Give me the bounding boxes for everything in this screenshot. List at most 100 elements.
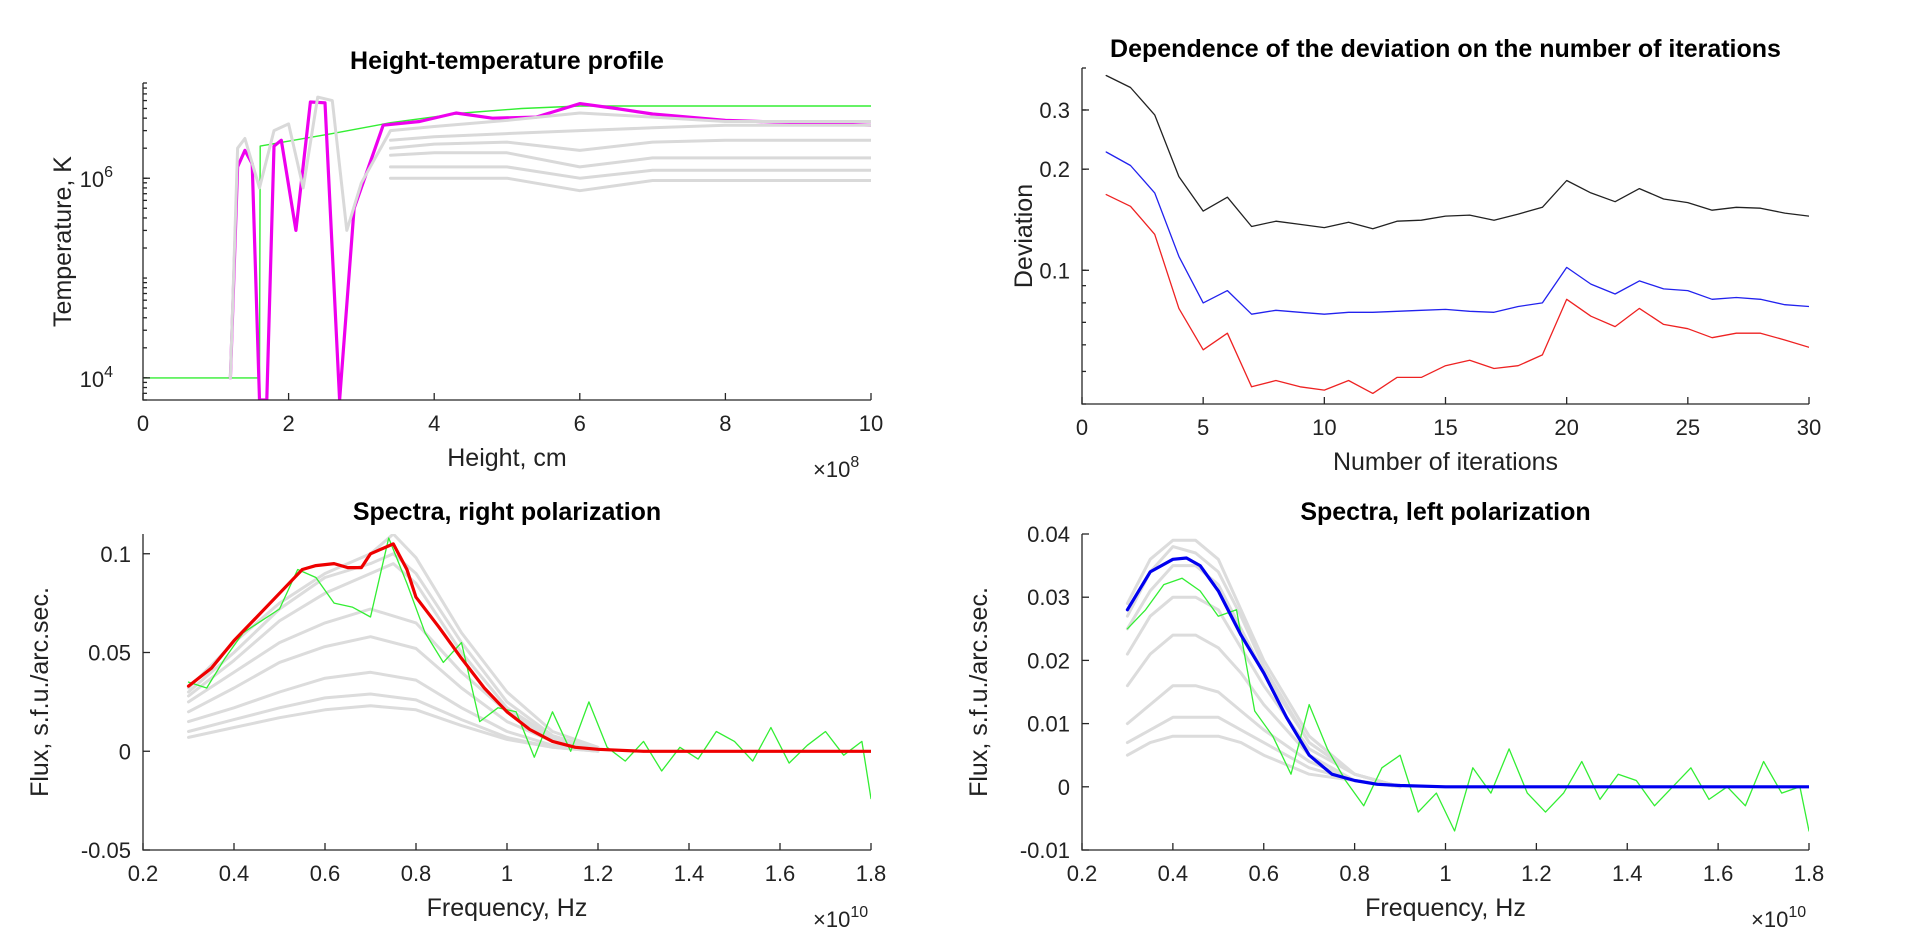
series-line-gray-4 (1125, 633, 1402, 789)
x-tick-label: 5 (1197, 415, 1209, 440)
panel-p2: 0 5 10 15 20 25 30 0.1 0.2 0.3 Dependence of the d… (1010, 35, 1821, 476)
x-axis-multiplier: ×108 (813, 454, 859, 482)
x-tick-label: 10 (1312, 415, 1336, 440)
axes-lines (1081, 534, 1809, 851)
x-axis-label: Height, cm (447, 444, 566, 472)
y-tick-label: -0.05 (81, 838, 131, 863)
panel-p1: 0 2 4 6 8 10 104 106 Height-temperature profile H… (49, 47, 883, 482)
y-tick-label: 0 (119, 739, 131, 764)
x-tick-label: 0.8 (401, 861, 432, 886)
series-line-gray-3 (1125, 595, 1402, 789)
x-tick-label: 0.8 (1339, 861, 1370, 886)
axes-lines (1081, 68, 1809, 405)
series-line-gray-0 (1125, 538, 1402, 789)
series-line-red-2 (1105, 193, 1809, 395)
x-tick-label: 0.2 (128, 861, 159, 886)
series-line-gray-4 (187, 635, 600, 751)
y-tick-label: 0.1 (1039, 258, 1070, 283)
x-tick-label: 1.8 (1794, 861, 1825, 886)
y-tick-label: 0.1 (100, 542, 131, 567)
series-line-blue-1 (1105, 151, 1809, 315)
series-line-gray-6 (389, 165, 871, 180)
x-tick-label: 8 (719, 411, 731, 436)
series-line-gray-3 (389, 123, 871, 142)
x-tick-label: 30 (1797, 415, 1821, 440)
x-tick-label: 20 (1554, 415, 1578, 440)
series-line-gray-2 (1125, 564, 1402, 789)
series-group (186, 534, 871, 800)
series-line-gray-2 (228, 95, 871, 380)
y-axis-label: Flux, s.f.u./arc.sec. (26, 587, 54, 797)
x-tick-label: 0.4 (219, 861, 250, 886)
x-tick-label: 0.2 (1067, 861, 1098, 886)
series-line-green-0 (143, 105, 871, 379)
panel-p4: 0.2 0.4 0.6 0.8 1 1.2 1.4 1.6 1.8 -0.01 0 0.01 0.02 0… (965, 498, 1824, 932)
x-axis-label: Frequency, Hz (1365, 894, 1526, 922)
series-line-gray-0 (187, 534, 600, 749)
panel-title: Height-temperature profile (350, 47, 664, 75)
x-tick-label: 1.4 (674, 861, 705, 886)
series-line-green-8 (1126, 577, 1809, 832)
series-line-gray-2 (187, 562, 600, 751)
y-tick-label: 0.2 (1039, 157, 1070, 182)
series-group (1125, 538, 1809, 832)
series-line-red-9 (186, 542, 871, 753)
x-tick-label: 10 (859, 411, 883, 436)
x-tick-label: 1.2 (583, 861, 614, 886)
x-tick-label: 4 (428, 411, 440, 436)
series-line-gray-4 (389, 138, 871, 152)
y-tick-label: 0 (1058, 775, 1070, 800)
x-tick-label: 1.4 (1612, 861, 1643, 886)
x-axis-label: Frequency, Hz (427, 894, 588, 922)
y-tick-label: 0.03 (1027, 585, 1070, 610)
panel-p3: 0.2 0.4 0.6 0.8 1 1.2 1.4 1.6 1.8 -0.05 0 0.05 0.1 Sp… (26, 498, 886, 932)
series-line-gray-3 (187, 607, 600, 751)
series-line-gray-7 (187, 704, 600, 753)
y-tick-label: 0.3 (1039, 98, 1070, 123)
x-tick-label: 6 (574, 411, 586, 436)
x-tick-label: 15 (1433, 415, 1457, 440)
y-tick-label: 0.05 (88, 641, 131, 666)
series-line-gray-5 (187, 670, 600, 751)
axes-lines (142, 83, 871, 401)
x-tick-label: 1.2 (1521, 861, 1552, 886)
series-line-gray-7 (1125, 734, 1402, 789)
x-axis-multiplier: ×1010 (813, 904, 868, 932)
series-line-black-0 (1105, 74, 1809, 230)
series-line-green-8 (187, 537, 871, 800)
x-tick-label: 0.6 (310, 861, 341, 886)
panel-title: Spectra, left polarization (1300, 498, 1590, 526)
series-line-magenta-1 (228, 100, 871, 400)
y-tick-label: 104 (80, 364, 113, 392)
series-line-gray-5 (1125, 684, 1402, 789)
y-axis-label: Deviation (1010, 184, 1038, 288)
x-tick-label: 0.6 (1248, 861, 1279, 886)
y-axis-label: Temperature, K (49, 156, 77, 327)
y-tick-label: 0.02 (1027, 648, 1070, 673)
series-group (143, 95, 871, 400)
y-tick-label: 0.01 (1027, 712, 1070, 737)
x-tick-label: 1.6 (1703, 861, 1734, 886)
x-tick-label: 1 (501, 861, 513, 886)
series-line-gray-5 (389, 151, 871, 169)
x-axis-multiplier: ×1010 (1751, 904, 1806, 932)
y-tick-label: 0.04 (1027, 522, 1070, 547)
x-tick-label: 1 (1439, 861, 1451, 886)
panel-title: Dependence of the deviation on the numbe… (1110, 35, 1781, 63)
y-tick-label: -0.01 (1020, 838, 1070, 863)
x-tick-label: 0 (137, 411, 149, 436)
x-tick-label: 1.8 (856, 861, 887, 886)
x-tick-label: 0 (1076, 415, 1088, 440)
y-tick-label: 106 (80, 164, 113, 192)
series-line-blue-9 (1125, 556, 1809, 789)
series-line-gray-1 (187, 552, 600, 751)
x-tick-label: 2 (282, 411, 294, 436)
x-tick-label: 1.6 (765, 861, 796, 886)
x-axis-label: Number of iterations (1333, 448, 1558, 476)
x-tick-label: 25 (1676, 415, 1700, 440)
y-axis-label: Flux, s.f.u./arc.sec. (965, 587, 993, 797)
x-tick-label: 0.4 (1158, 861, 1189, 886)
panel-title: Spectra, right polarization (353, 498, 661, 526)
series-line-gray-7 (389, 176, 871, 193)
